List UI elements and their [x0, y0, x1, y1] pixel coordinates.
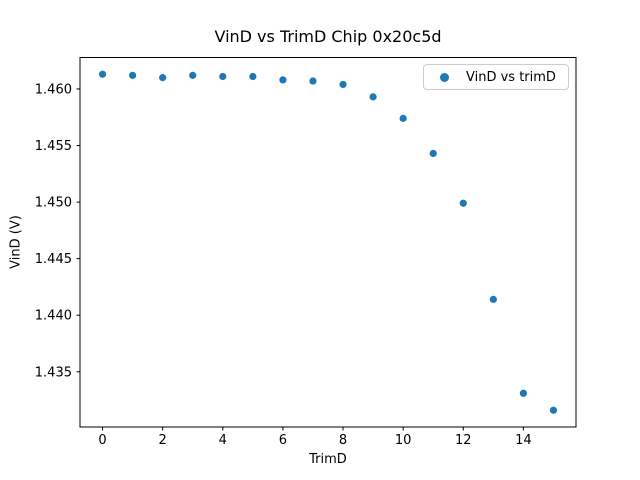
y-tick-label: 1.440	[35, 309, 72, 324]
scatter-point	[519, 389, 527, 397]
scatter-point	[309, 77, 317, 85]
scatter-point	[429, 149, 437, 158]
scatter-point	[459, 199, 467, 207]
y-axis-label: VinD (V)	[8, 215, 24, 269]
scatter-point	[98, 70, 107, 78]
scatter-point	[369, 93, 377, 101]
scatter-point	[249, 72, 257, 81]
scatter-point	[489, 295, 497, 303]
legend-label: VinD vs trimD	[466, 69, 556, 85]
x-tick-label: 12	[455, 433, 472, 448]
scatter-point	[339, 80, 347, 89]
scatter-point	[399, 114, 407, 122]
scatter-point	[549, 406, 558, 414]
x-axis-label: TrimD	[309, 452, 347, 467]
scatter-point	[219, 72, 227, 81]
scatter-point	[279, 76, 287, 84]
scatter-marker-icon	[440, 72, 449, 82]
x-tick-label: 6	[279, 433, 287, 448]
y-tick-label: 1.455	[35, 139, 72, 154]
x-tick-label: 2	[159, 433, 167, 448]
y-tick-label: 1.445	[35, 252, 72, 267]
x-tick-label: 8	[339, 433, 347, 448]
x-tick-label: 4	[219, 433, 227, 448]
x-tick-label: 10	[395, 433, 412, 448]
legend: VinD vs trimD	[423, 64, 569, 90]
chart-title: VinD vs TrimD Chip 0x20c5d	[214, 27, 442, 46]
scatter-point	[129, 71, 137, 79]
scatter-point	[159, 74, 167, 82]
scatter-point	[189, 71, 197, 79]
x-tick-label: 0	[98, 433, 106, 448]
x-tick-label: 14	[515, 433, 532, 448]
axes-spines	[79, 57, 577, 428]
y-tick-label: 1.460	[35, 82, 72, 97]
y-tick-label: 1.450	[35, 196, 72, 211]
y-tick-label: 1.435	[35, 365, 72, 380]
